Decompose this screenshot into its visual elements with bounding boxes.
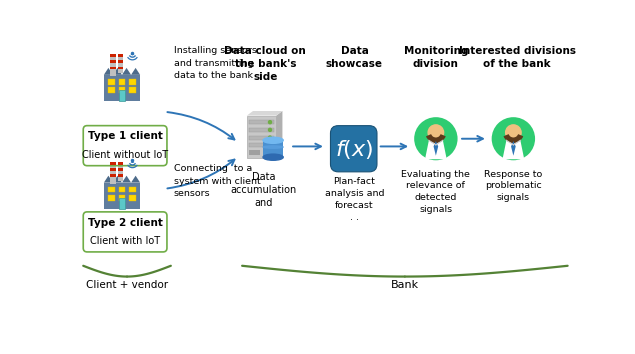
- Bar: [119, 198, 126, 209]
- Bar: [130, 195, 136, 201]
- Circle shape: [428, 125, 444, 140]
- Bar: [249, 150, 260, 155]
- Bar: [119, 87, 125, 93]
- Text: Data
showcase: Data showcase: [326, 46, 383, 69]
- Circle shape: [414, 117, 458, 160]
- Text: Connecting  to a
system with client
sensors: Connecting to a system with client senso…: [174, 164, 261, 198]
- Ellipse shape: [263, 137, 283, 143]
- Text: Data cloud on
the bank's
side: Data cloud on the bank's side: [225, 46, 306, 82]
- Text: Evaluating the
relevance of
detected
signals: Evaluating the relevance of detected sig…: [401, 170, 471, 214]
- Text: Response to
problematic
signals: Response to problematic signals: [485, 170, 542, 202]
- Bar: [263, 140, 283, 157]
- Polygon shape: [104, 68, 140, 75]
- Bar: [119, 79, 125, 85]
- Bar: [118, 162, 123, 165]
- Bar: [118, 162, 123, 181]
- Circle shape: [491, 117, 535, 160]
- Bar: [130, 187, 136, 192]
- Polygon shape: [502, 140, 525, 159]
- Text: Client + vendor: Client + vendor: [86, 280, 168, 290]
- Bar: [104, 75, 140, 101]
- FancyBboxPatch shape: [83, 212, 167, 252]
- Text: Bank: Bank: [391, 280, 419, 290]
- Text: Installing sensors
and transmitting
data to the bank: Installing sensors and transmitting data…: [174, 46, 257, 80]
- Text: Interested divisions
of the bank: Interested divisions of the bank: [458, 46, 576, 69]
- Text: Plan-fact
analysis and
forecast
. .: Plan-fact analysis and forecast . .: [324, 177, 384, 222]
- Bar: [108, 187, 114, 192]
- Bar: [110, 162, 116, 184]
- Bar: [119, 90, 126, 101]
- Bar: [130, 87, 136, 93]
- Polygon shape: [104, 176, 140, 183]
- Bar: [118, 67, 123, 69]
- Circle shape: [505, 125, 521, 140]
- Bar: [118, 60, 123, 63]
- Bar: [118, 174, 123, 177]
- Bar: [110, 162, 116, 165]
- Text: $f(x)$: $f(x)$: [335, 138, 373, 161]
- Ellipse shape: [263, 154, 283, 160]
- Bar: [249, 120, 274, 124]
- Bar: [110, 168, 116, 171]
- Text: Client with IoT: Client with IoT: [90, 236, 160, 246]
- Bar: [104, 183, 140, 209]
- Polygon shape: [511, 141, 516, 156]
- Bar: [108, 195, 114, 201]
- Bar: [110, 54, 116, 76]
- Bar: [130, 79, 136, 85]
- Polygon shape: [247, 111, 283, 116]
- Ellipse shape: [263, 146, 283, 148]
- Bar: [249, 143, 274, 147]
- Text: Monitoring
division: Monitoring division: [404, 46, 468, 69]
- Bar: [108, 87, 114, 93]
- Bar: [108, 79, 114, 85]
- Bar: [110, 174, 116, 177]
- Bar: [249, 128, 274, 132]
- Text: Type 2 client: Type 2 client: [88, 218, 163, 228]
- Polygon shape: [434, 141, 438, 156]
- Bar: [118, 54, 123, 73]
- Text: Type 1 client: Type 1 client: [88, 131, 163, 141]
- Bar: [110, 67, 116, 69]
- Text: Data
accumulation
and: Data accumulation and: [231, 172, 297, 208]
- Circle shape: [269, 144, 272, 147]
- Bar: [110, 54, 116, 57]
- Text: Client without IoT: Client without IoT: [82, 150, 168, 160]
- FancyBboxPatch shape: [83, 126, 167, 166]
- Bar: [118, 54, 123, 57]
- Bar: [110, 60, 116, 63]
- Bar: [249, 136, 274, 139]
- Polygon shape: [276, 111, 283, 158]
- Bar: [247, 116, 276, 158]
- FancyBboxPatch shape: [330, 126, 377, 172]
- Polygon shape: [425, 140, 447, 159]
- Circle shape: [269, 129, 272, 131]
- Bar: [118, 168, 123, 171]
- Bar: [119, 195, 125, 201]
- Bar: [119, 187, 125, 192]
- Circle shape: [269, 121, 272, 124]
- Circle shape: [269, 136, 272, 139]
